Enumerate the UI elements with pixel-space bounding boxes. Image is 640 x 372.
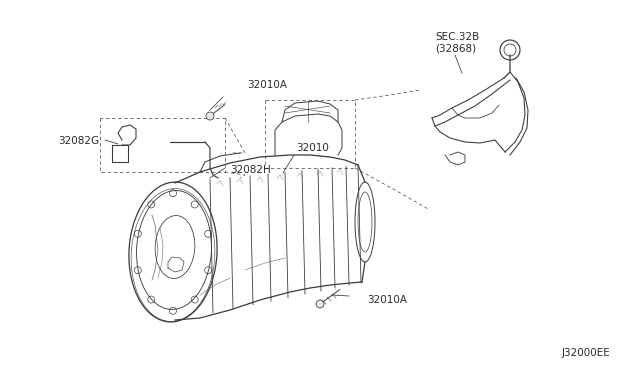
Text: J32000EE: J32000EE	[561, 348, 610, 358]
Text: 32082H: 32082H	[230, 165, 271, 175]
Text: 32010A: 32010A	[367, 295, 407, 305]
Text: SEC.32B
(32868): SEC.32B (32868)	[435, 32, 479, 54]
Circle shape	[316, 300, 324, 308]
Text: 32082G: 32082G	[58, 136, 99, 146]
Text: 32010: 32010	[296, 143, 329, 153]
Text: 32010A: 32010A	[247, 80, 287, 90]
Circle shape	[206, 112, 214, 120]
